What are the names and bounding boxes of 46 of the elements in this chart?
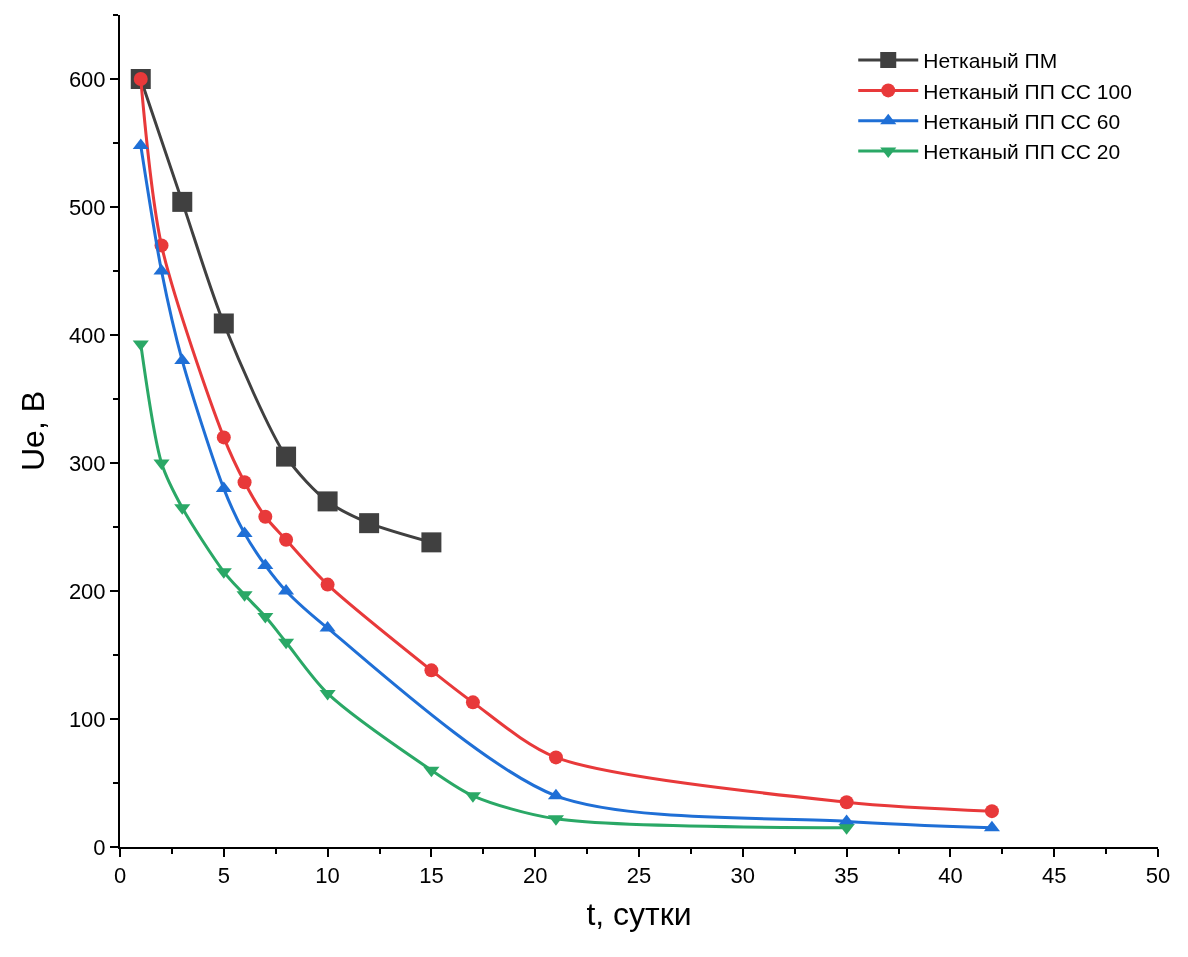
x-tick-label: 45 xyxy=(1041,863,1067,889)
point xyxy=(237,475,252,490)
point xyxy=(359,513,380,534)
x-tick-label: 15 xyxy=(419,863,444,889)
x-tick-label: 0 xyxy=(113,863,127,889)
x-tick-label: 40 xyxy=(938,863,963,889)
point xyxy=(215,481,232,493)
legend-label: Нетканый ПП СС 100 xyxy=(923,79,1132,103)
legend-label: Нетканый ПМ xyxy=(923,49,1058,73)
y-tick-label: 400 xyxy=(68,322,106,348)
legend-label: Нетканый ПП СС 20 xyxy=(923,140,1121,164)
x-tick-label: 20 xyxy=(522,863,548,889)
point xyxy=(276,446,297,467)
point xyxy=(278,638,295,650)
y-tick-label: 200 xyxy=(68,578,106,604)
point xyxy=(258,509,273,524)
point xyxy=(216,430,231,445)
point xyxy=(839,795,854,810)
x-tick-label: 35 xyxy=(834,863,859,889)
y-tick-label: 600 xyxy=(68,66,106,92)
point xyxy=(421,532,442,553)
legend-label: Нетканый ПП СС 60 xyxy=(923,109,1121,133)
x-axis-title: t, сутки xyxy=(586,895,692,932)
point xyxy=(132,138,149,150)
point xyxy=(424,663,439,678)
point xyxy=(213,313,234,334)
point xyxy=(423,766,440,778)
point xyxy=(320,577,335,592)
point xyxy=(317,491,338,512)
point xyxy=(172,191,193,212)
y-axis-title: Ue, В xyxy=(14,390,51,472)
point xyxy=(279,532,294,547)
x-tick-label: 25 xyxy=(626,863,652,889)
y-tick-label: 300 xyxy=(68,450,106,476)
point xyxy=(174,353,191,365)
y-tick-label: 0 xyxy=(93,834,106,860)
x-tick-label: 30 xyxy=(730,863,756,889)
point xyxy=(319,689,336,701)
y-tick-label: 500 xyxy=(68,194,106,220)
y-tick-label: 100 xyxy=(68,706,106,732)
point xyxy=(984,804,999,819)
x-tick-label: 50 xyxy=(1145,863,1171,889)
point xyxy=(548,750,563,765)
x-tick-label: 10 xyxy=(315,863,340,889)
x-tick-label: 5 xyxy=(217,863,230,889)
point xyxy=(465,695,480,710)
